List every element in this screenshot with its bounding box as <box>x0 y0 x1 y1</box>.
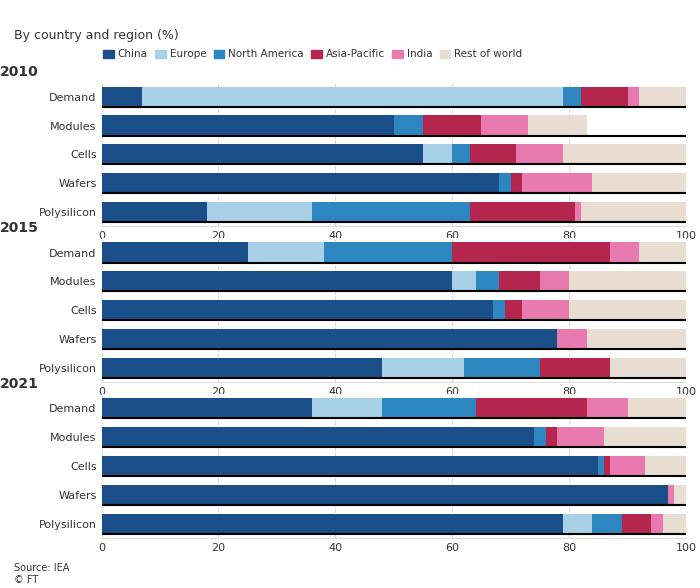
Bar <box>505 300 522 320</box>
Bar <box>674 485 686 505</box>
Bar <box>510 173 522 193</box>
Bar <box>604 456 610 476</box>
Text: Source: IEA
© FT: Source: IEA © FT <box>14 563 69 585</box>
Bar <box>382 358 464 378</box>
Bar <box>564 513 592 534</box>
Bar <box>248 242 323 263</box>
Bar <box>598 456 604 476</box>
Bar <box>528 115 587 136</box>
Bar <box>470 144 517 165</box>
Bar <box>142 86 564 107</box>
Bar <box>102 427 534 447</box>
Text: 2010: 2010 <box>0 65 38 79</box>
Text: 2021: 2021 <box>0 377 39 391</box>
Bar <box>564 144 686 165</box>
Bar <box>587 329 686 349</box>
Bar <box>610 456 645 476</box>
Bar <box>610 242 639 263</box>
Bar <box>470 202 575 222</box>
Bar <box>102 115 393 136</box>
Bar <box>622 513 651 534</box>
Bar <box>522 173 592 193</box>
Bar <box>102 398 312 419</box>
Bar <box>102 358 382 378</box>
Bar <box>482 115 528 136</box>
Bar <box>627 86 639 107</box>
Bar <box>475 271 499 292</box>
Bar <box>540 358 610 378</box>
Bar <box>102 485 668 505</box>
Bar <box>592 173 686 193</box>
Bar <box>651 513 663 534</box>
Bar <box>102 271 452 292</box>
Bar <box>452 242 610 263</box>
Bar <box>522 300 569 320</box>
Bar <box>499 173 510 193</box>
Legend: China, Europe, North America, Asia-Pacific, India, Rest of world: China, Europe, North America, Asia-Pacif… <box>103 49 522 59</box>
Bar <box>323 242 452 263</box>
Bar <box>569 271 686 292</box>
Bar <box>587 398 627 419</box>
Bar <box>102 300 493 320</box>
Bar <box>604 427 686 447</box>
Bar <box>312 398 382 419</box>
Bar <box>393 115 423 136</box>
Bar <box>382 398 475 419</box>
Bar <box>102 86 142 107</box>
Text: 2015: 2015 <box>0 221 39 235</box>
Bar <box>639 86 686 107</box>
Bar <box>639 242 686 263</box>
Bar <box>610 358 686 378</box>
Bar <box>592 513 622 534</box>
Bar <box>663 513 686 534</box>
Bar <box>423 115 482 136</box>
Bar <box>499 271 540 292</box>
Bar <box>564 86 581 107</box>
Bar <box>102 173 499 193</box>
Bar <box>452 144 470 165</box>
Bar <box>493 300 505 320</box>
Bar <box>312 202 470 222</box>
Bar <box>517 144 564 165</box>
Bar <box>627 398 686 419</box>
Bar <box>668 485 674 505</box>
Bar <box>102 513 564 534</box>
Bar <box>423 144 452 165</box>
Bar <box>540 271 569 292</box>
Bar <box>546 427 557 447</box>
Bar <box>102 242 248 263</box>
Bar <box>475 398 587 419</box>
Bar <box>645 456 686 476</box>
Bar <box>102 456 598 476</box>
Bar <box>557 427 604 447</box>
Bar <box>581 86 627 107</box>
Bar <box>206 202 312 222</box>
Bar <box>581 202 686 222</box>
Bar <box>102 329 557 349</box>
Bar <box>464 358 540 378</box>
Bar <box>575 202 581 222</box>
Bar <box>557 329 587 349</box>
Bar <box>102 202 206 222</box>
Bar <box>452 271 475 292</box>
Bar <box>569 300 686 320</box>
Bar <box>534 427 546 447</box>
Bar <box>102 144 423 165</box>
Text: By country and region (%): By country and region (%) <box>14 29 178 42</box>
